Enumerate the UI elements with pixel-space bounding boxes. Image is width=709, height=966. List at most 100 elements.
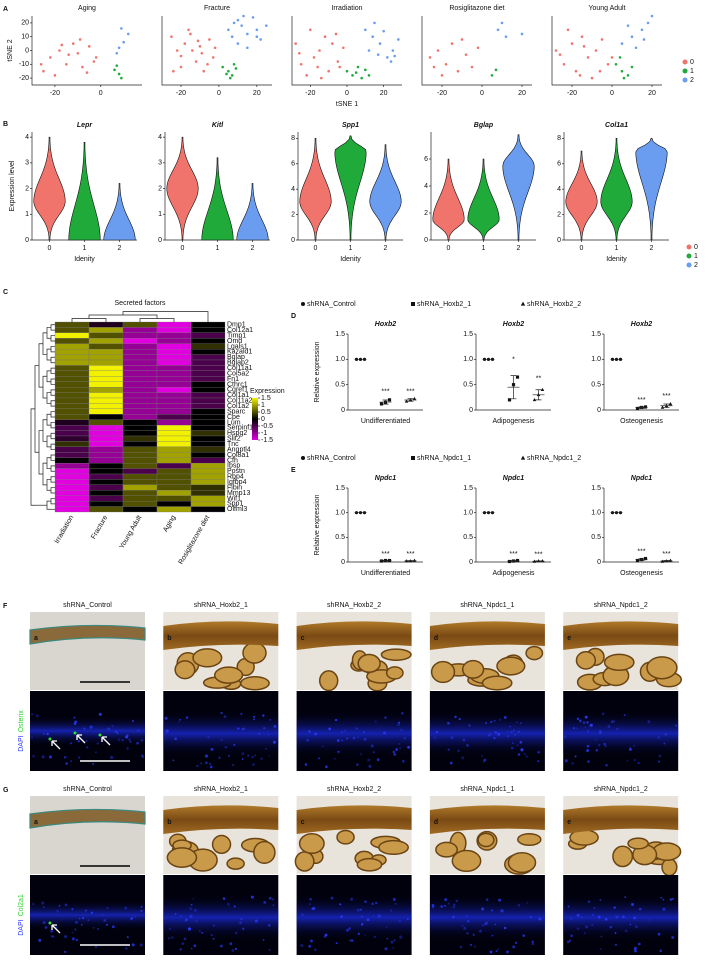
axis: [551, 16, 662, 86]
nucleus: [185, 716, 189, 719]
point: [558, 53, 562, 56]
x-tick-label: 0: [610, 90, 614, 97]
nucleus: [525, 755, 528, 758]
point: [175, 49, 179, 52]
nucleus: [386, 937, 389, 940]
heatmap-cell: [190, 500, 226, 507]
dendrogram: [50, 356, 55, 364]
nucleus: [306, 738, 310, 742]
nucleus: [600, 935, 603, 938]
nucleus: [494, 923, 497, 926]
nucleus: [97, 928, 100, 930]
point: [230, 35, 234, 38]
stain-label: DAPI Osterix: [18, 710, 25, 752]
x-tick-label: -20: [305, 90, 315, 97]
legend-marker: [686, 262, 692, 268]
heatmap-cell: [156, 500, 192, 507]
legend-marker: [686, 253, 692, 259]
y-axis-label: Expression level: [9, 160, 16, 211]
nucleus: [368, 764, 372, 768]
dendrogram: [50, 422, 55, 429]
x-tick-label: -20: [567, 90, 577, 97]
point: [367, 74, 371, 77]
point: [360, 76, 363, 80]
nucleus: [407, 745, 411, 749]
dendrogram: [38, 430, 43, 475]
heatmap-cell: [54, 397, 90, 404]
heatmap-cell: [54, 468, 90, 475]
point: [126, 32, 130, 36]
nucleus: [195, 919, 198, 922]
nucleus: [507, 735, 509, 737]
point: [635, 558, 640, 563]
arrow: [51, 740, 61, 750]
point: [391, 49, 395, 52]
x-tick-label: 0: [447, 245, 451, 252]
nucleus: [399, 935, 403, 939]
point: [200, 51, 204, 55]
nucleus: [455, 899, 459, 903]
tissue: [166, 847, 198, 868]
point: [81, 65, 84, 69]
nucleus: [367, 758, 371, 762]
point: [71, 42, 75, 45]
violin: [635, 138, 668, 241]
x-tick-label: 0: [580, 245, 584, 252]
nucleus: [78, 917, 81, 920]
legend-marker: [682, 77, 688, 83]
mean-sd-bar: [532, 560, 545, 562]
nucleus: [333, 757, 336, 760]
nucleus: [671, 936, 675, 940]
axis: [421, 16, 532, 86]
nucleus: [184, 920, 187, 923]
column-title: shRNA_Npdc1_1: [460, 786, 514, 793]
point: [255, 35, 259, 38]
nucleus: [472, 933, 475, 936]
heatmap-cell: [156, 479, 192, 486]
stain-name: Osterix: [18, 710, 25, 733]
tissue: [294, 851, 315, 872]
heatmap-cell: [88, 343, 124, 350]
nucleus: [64, 950, 67, 953]
point: [444, 63, 448, 66]
nucleus: [224, 745, 228, 749]
point: [393, 54, 396, 58]
heatmap-cell: [156, 397, 192, 404]
nucleus: [64, 903, 68, 907]
nucleus: [253, 718, 255, 721]
nucleus: [567, 940, 570, 944]
nucleus: [503, 926, 507, 930]
tissue: [356, 857, 383, 872]
dendrogram: [50, 389, 55, 396]
column-label: Aging: [162, 514, 177, 533]
nucleus: [498, 718, 502, 721]
y-axis-label: Relative expression: [314, 341, 321, 402]
y-axis-label: tSNE 2: [7, 39, 14, 61]
dendrogram: [42, 375, 47, 399]
point: [562, 63, 566, 66]
row-label: Hspg2: [227, 430, 247, 437]
point: [191, 49, 194, 52]
nucleus: [314, 732, 318, 736]
nucleus: [89, 725, 93, 729]
point: [312, 56, 316, 59]
column-title: shRNA_Hoxb2_1: [194, 786, 248, 793]
nucleus: [169, 928, 171, 930]
heatmap-cell: [54, 495, 90, 502]
violin: [502, 134, 535, 241]
x-axis-label: Osteogenesis: [620, 418, 663, 425]
nucleus: [519, 722, 522, 725]
point: [476, 46, 480, 50]
row-label: Cpe: [227, 414, 240, 421]
dendrogram: [122, 311, 209, 315]
heatmap-cell: [122, 348, 158, 355]
bone-layer: [29, 808, 146, 829]
nucleus: [359, 753, 363, 756]
nucleus: [94, 946, 98, 949]
nucleus: [240, 917, 243, 920]
point: [586, 56, 590, 59]
nucleus: [447, 748, 450, 751]
point: [412, 396, 417, 401]
nucleus: [495, 950, 498, 953]
dendrogram: [46, 435, 51, 448]
